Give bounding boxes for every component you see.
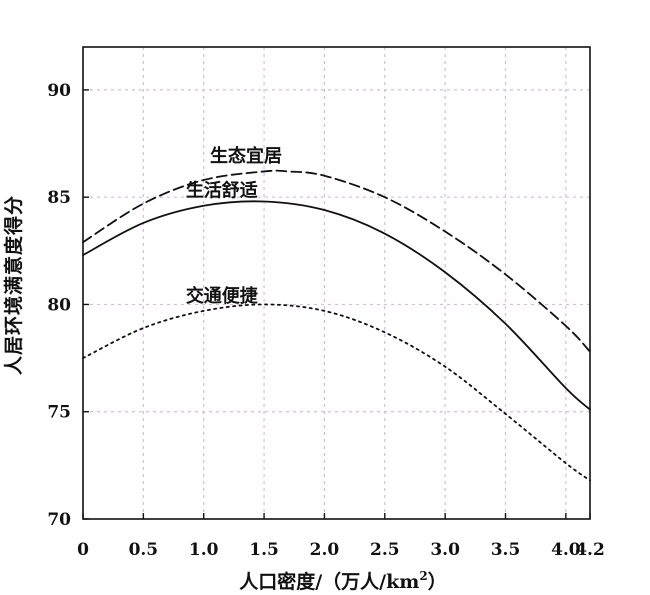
series-line-2	[82, 303, 591, 482]
x-tick-label-2: 1.0	[189, 540, 219, 560]
x-tick-label-3: 1.5	[249, 540, 279, 560]
series-label-0: 生态宜居	[210, 145, 282, 167]
series-label-2: 交通便捷	[186, 285, 259, 307]
x-tick-label-5: 2.5	[370, 540, 400, 560]
x-tick-label-7: 3.5	[491, 540, 521, 560]
axes: 0 0.5 1.0 1.5 2.0 2.5 3.0 3.5 4.04.2 70 75 80 85 90	[47, 81, 604, 560]
series-lines	[82, 169, 591, 482]
y-tick-label-0: 70	[47, 510, 71, 530]
grid	[83, 47, 590, 519]
x-axis-title-superscript: 2	[419, 569, 427, 583]
y-axis-title: 人居环境满意度得分	[2, 195, 25, 375]
x-tick-label-1: 0.5	[129, 540, 159, 560]
x-axis-title-close: ）	[428, 570, 447, 593]
x-tick-label-4: 2.0	[310, 540, 340, 560]
y-tick-label-1: 75	[47, 403, 71, 423]
x-axis-title-text: 人口密度/（万人/km	[239, 570, 419, 593]
y-tick-label-3: 85	[47, 188, 71, 208]
x-tick-label-6: 3.0	[430, 540, 460, 560]
x-tick-label-0: 0	[77, 540, 89, 560]
x-tick-label-8: 4.0	[551, 540, 581, 560]
plot-frame	[82, 46, 591, 520]
series-label-1: 生活舒适	[186, 179, 258, 201]
series-line-1	[82, 200, 591, 411]
x-axis-title: 人口密度/（万人/km2）	[239, 569, 447, 593]
y-tick-label-4: 90	[47, 81, 71, 101]
y-tick-label-2: 80	[47, 295, 71, 315]
x-tick-label-9: 4.2	[575, 540, 605, 560]
series-line-0	[82, 169, 591, 353]
